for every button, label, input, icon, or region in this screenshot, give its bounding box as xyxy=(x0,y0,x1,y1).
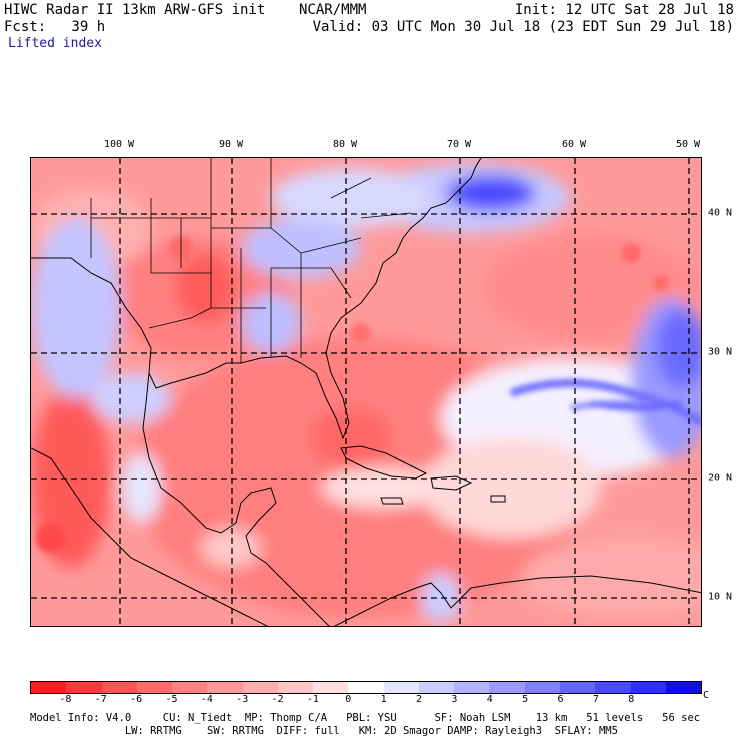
lon-label-100w: 100 W xyxy=(103,139,135,150)
colorbar-swatch xyxy=(313,682,349,693)
lat-label-40n: 40 N xyxy=(708,207,733,219)
colorbar-tick-label: -1 xyxy=(306,694,319,705)
us-state-lines xyxy=(90,158,412,363)
us-mexico-border xyxy=(148,307,212,329)
colorbar-tick-label: -7 xyxy=(94,694,107,705)
colorbar-swatch xyxy=(383,682,419,693)
footer-physics-info: LW: RRTMG SW: RRTMG DIFF: full KM: 2D Sm… xyxy=(30,725,618,737)
colorbar-tick-label: 5 xyxy=(522,694,529,705)
colorbar-swatch xyxy=(101,682,137,693)
colorbar-tick-label: -2 xyxy=(271,694,284,705)
lon-label-80w: 80 W xyxy=(332,139,358,150)
colorbar-swatch xyxy=(559,682,596,693)
colorbar-swatch xyxy=(524,682,560,693)
colorbar xyxy=(30,681,702,694)
colorbar-swatch xyxy=(277,682,314,693)
colorbar-tick-label: 7 xyxy=(592,694,599,705)
colorbar-tick-label: 4 xyxy=(486,694,493,705)
field-shading xyxy=(31,163,701,623)
colorbar-swatch xyxy=(172,682,208,693)
mexico-central-america-coastline xyxy=(142,372,330,626)
colorbar-tick-label: 1 xyxy=(380,694,387,705)
colorbar-tick-label: -5 xyxy=(165,694,178,705)
hispaniola xyxy=(430,475,473,491)
state-borders xyxy=(90,158,412,363)
colorbar-tick-label: 3 xyxy=(451,694,458,705)
south-america-coastline xyxy=(333,575,701,626)
colorbar-swatch xyxy=(31,682,67,693)
colorbar-swatch xyxy=(348,682,384,693)
lat-label-30n: 30 N xyxy=(708,346,733,358)
colorbar-swatch xyxy=(207,682,243,693)
init-time: Init: 12 UTC Sat 28 Jul 18 xyxy=(514,2,734,18)
colorbar-tick-label: 2 xyxy=(416,694,423,705)
us-coastline xyxy=(31,158,482,440)
colorbar-swatch xyxy=(242,682,278,693)
colorbar-tick-label: 6 xyxy=(557,694,564,705)
lifted-index-map xyxy=(30,157,702,627)
colorbar-tick-label: 8 xyxy=(628,694,635,705)
field-name: Lifted index xyxy=(8,36,102,51)
colorbar-unit: °C xyxy=(696,690,710,701)
pacific-coastline xyxy=(31,447,269,626)
colorbar-swatch xyxy=(418,682,455,693)
cuba xyxy=(340,445,428,479)
model-title: HIWC Radar II 13km ARW-GFS init NCAR/MMM xyxy=(4,2,367,18)
field-detail xyxy=(36,236,701,553)
colorbar-swatch xyxy=(66,682,102,693)
colorbar-tick-label: -8 xyxy=(59,694,72,705)
colorbar-tick-label: -4 xyxy=(200,694,213,705)
colorbar-swatch xyxy=(454,682,490,693)
lon-label-50w: 50 W xyxy=(675,139,701,150)
colorbar-tick-label: -3 xyxy=(236,694,249,705)
forecast-hour: Fcst: 39 h xyxy=(4,19,106,35)
lon-label-70w: 70 W xyxy=(446,139,472,150)
coastlines xyxy=(31,158,701,626)
lat-label-10n: 10 N xyxy=(708,591,733,603)
colorbar-swatch xyxy=(665,682,702,693)
colorbar-tick-label: -6 xyxy=(130,694,143,705)
footer-model-info: Model Info: V4.0 CU: N_Tiedt MP: Thomp C… xyxy=(30,712,701,724)
valid-time: Valid: 03 UTC Mon 30 Jul 18 (23 EDT Sun … xyxy=(312,19,734,35)
colorbar-tick-label: 0 xyxy=(345,694,352,705)
lat-lon-grid xyxy=(31,158,701,626)
lon-label-60w: 60 W xyxy=(561,139,587,150)
colorbar-swatch xyxy=(136,682,173,693)
colorbar-swatch xyxy=(489,682,525,693)
lat-label-20n: 20 N xyxy=(708,472,733,484)
jamaica xyxy=(380,497,404,505)
puerto-rico xyxy=(490,495,506,503)
colorbar-swatch xyxy=(630,682,666,693)
colorbar-swatch xyxy=(595,682,631,693)
lon-label-90w: 90 W xyxy=(218,139,244,150)
map-canvas xyxy=(31,158,701,626)
